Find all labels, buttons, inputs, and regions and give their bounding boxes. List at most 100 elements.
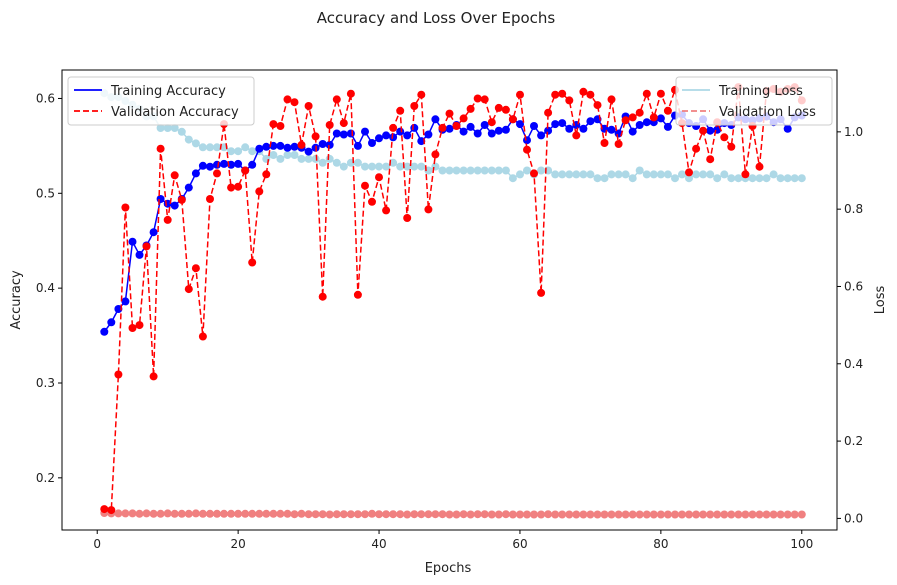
- data-point: [487, 166, 496, 175]
- data-point: [353, 141, 362, 150]
- data-point: [128, 237, 137, 246]
- data-point: [311, 154, 320, 163]
- data-point: [579, 87, 588, 96]
- data-point: [255, 144, 264, 153]
- data-point: [480, 95, 489, 104]
- data-point: [487, 510, 496, 519]
- data-point: [614, 140, 623, 148]
- data-point: [635, 166, 644, 175]
- data-point: [480, 121, 489, 129]
- left-y-tick-label: 0.3: [36, 376, 55, 390]
- data-point: [149, 228, 158, 237]
- data-point: [318, 140, 327, 148]
- data-point: [403, 162, 412, 171]
- data-point: [353, 510, 362, 519]
- data-point: [339, 119, 348, 128]
- data-point: [191, 264, 200, 273]
- legend-loss: Training Loss Validation Loss: [675, 76, 833, 126]
- data-point: [410, 510, 419, 519]
- data-point: [417, 510, 426, 519]
- data-point: [494, 166, 503, 175]
- data-point: [706, 170, 715, 179]
- data-point: [431, 162, 440, 171]
- data-point: [762, 174, 771, 183]
- data-point: [579, 170, 588, 179]
- data-point: [177, 509, 186, 518]
- data-point: [699, 510, 708, 519]
- legend-label: Validation Accuracy: [111, 105, 239, 120]
- data-point: [198, 161, 207, 170]
- data-point: [783, 174, 792, 183]
- data-point: [741, 510, 750, 519]
- data-point: [156, 124, 165, 132]
- data-point: [727, 174, 736, 183]
- data-point: [220, 509, 228, 518]
- data-point: [114, 305, 123, 313]
- data-point: [248, 509, 257, 518]
- data-point: [417, 90, 426, 99]
- data-point: [149, 372, 158, 381]
- data-point: [424, 130, 433, 139]
- data-point: [227, 183, 236, 192]
- data-point: [234, 182, 243, 191]
- data-point: [494, 510, 503, 519]
- data-point: [304, 510, 313, 519]
- data-point: [297, 140, 306, 149]
- chart-title: Accuracy and Loss Over Epochs: [317, 9, 556, 27]
- data-point: [480, 166, 489, 175]
- data-point: [565, 510, 574, 519]
- data-point: [508, 510, 517, 519]
- data-point: [227, 147, 236, 156]
- data-point: [685, 510, 693, 519]
- data-point: [508, 174, 517, 183]
- data-point: [671, 510, 679, 519]
- data-point: [565, 124, 574, 133]
- data-point: [551, 510, 560, 519]
- x-tick-label: 100: [790, 537, 813, 551]
- data-point: [346, 510, 355, 519]
- data-point: [121, 297, 130, 306]
- data-point: [720, 510, 729, 519]
- data-point: [748, 174, 757, 183]
- data-point: [452, 166, 461, 175]
- data-point: [685, 168, 693, 177]
- data-point: [318, 510, 327, 519]
- data-point: [290, 98, 299, 107]
- data-point: [452, 510, 461, 519]
- data-point: [649, 170, 658, 179]
- data-point: [206, 162, 214, 171]
- data-point: [635, 510, 644, 519]
- data-point: [114, 370, 123, 379]
- data-point: [452, 122, 461, 130]
- data-point: [339, 130, 348, 139]
- data-point: [466, 122, 475, 131]
- data-point: [290, 142, 299, 151]
- data-point: [607, 510, 616, 519]
- data-point: [473, 510, 482, 519]
- data-point: [396, 106, 405, 115]
- x-axis-label: Epochs: [425, 561, 472, 576]
- data-point: [227, 509, 236, 518]
- data-point: [304, 147, 313, 156]
- right-y-tick-label: 0.2: [844, 434, 863, 448]
- legend-label: Training Loss: [718, 84, 803, 99]
- data-point: [607, 125, 616, 134]
- data-point: [607, 95, 616, 104]
- data-point: [325, 154, 334, 163]
- data-point: [551, 90, 560, 99]
- data-point: [382, 510, 391, 519]
- data-point: [600, 174, 609, 183]
- data-point: [663, 170, 672, 179]
- data-point: [304, 154, 313, 163]
- data-point: [248, 147, 257, 156]
- data-point: [410, 162, 419, 171]
- data-point: [262, 170, 271, 179]
- data-point: [649, 510, 658, 519]
- data-point: [762, 510, 771, 519]
- data-point: [114, 509, 123, 518]
- data-point: [234, 147, 243, 156]
- data-point: [635, 108, 644, 117]
- data-point: [262, 509, 271, 518]
- data-point: [361, 510, 369, 519]
